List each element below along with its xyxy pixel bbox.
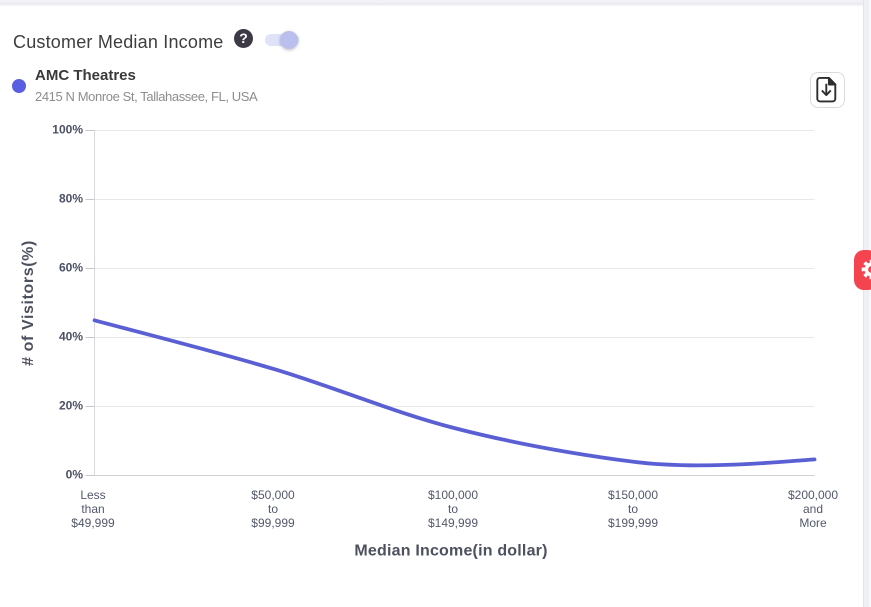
svg-text:Median Income(in dollar): Median Income(in dollar) (354, 543, 547, 560)
svg-text:40%: 40% (59, 330, 83, 344)
svg-text:20%: 20% (59, 399, 83, 413)
svg-text:80%: 80% (59, 192, 83, 206)
svg-text:60%: 60% (59, 261, 83, 275)
svg-text:0%: 0% (66, 468, 84, 482)
svg-text:100%: 100% (52, 123, 83, 137)
svg-text:# of Visitors(%): # of Visitors(%) (20, 240, 37, 366)
